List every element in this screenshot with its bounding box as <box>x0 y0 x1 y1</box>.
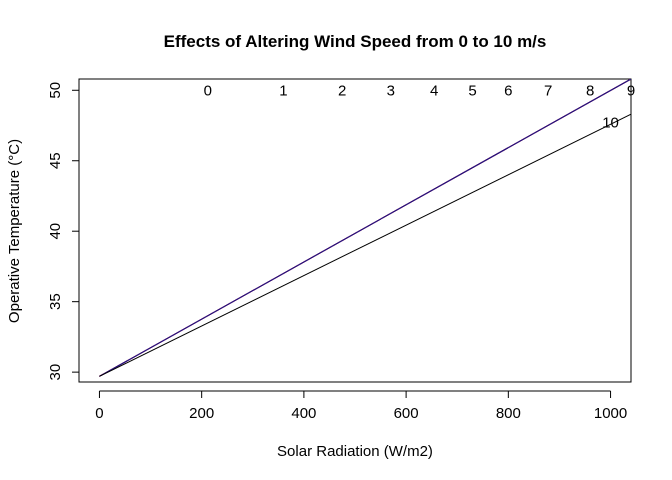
series-label-10: 10 <box>602 115 619 132</box>
series-label-3: 3 <box>387 82 395 99</box>
y-tick-label: 30 <box>47 364 64 381</box>
series-label-7: 7 <box>544 82 552 99</box>
y-tick-label: 45 <box>47 152 64 169</box>
x-axis: 0 200 400 600 800 1000 <box>95 390 627 422</box>
y-tick-label: 50 <box>47 82 64 99</box>
y-axis-label: Operative Temperature (°C) <box>6 139 23 323</box>
series-label-2: 2 <box>338 82 346 99</box>
series-label-1: 1 <box>279 82 287 99</box>
x-axis-label: Solar Radiation (W/m2) <box>277 443 433 460</box>
series-label-9: 9 <box>627 82 635 99</box>
series-label-8: 8 <box>586 82 594 99</box>
series-label-6: 6 <box>504 82 512 99</box>
series-label-0: 0 <box>204 82 212 99</box>
chart-title: Effects of Altering Wind Speed from 0 to… <box>164 32 547 51</box>
x-tick-label: 800 <box>496 405 521 422</box>
plot-area: 0 1 2 3 4 5 6 7 8 9 10 <box>78 78 636 383</box>
x-tick-label: 0 <box>95 405 103 422</box>
series-label-4: 4 <box>430 82 438 99</box>
series-label-5: 5 <box>468 82 476 99</box>
y-axis: 30 35 40 45 50 <box>47 82 80 381</box>
plot-frame <box>78 78 632 383</box>
y-tick-label: 35 <box>47 293 64 310</box>
series-labels: 0 1 2 3 4 5 6 7 8 9 10 <box>204 82 636 131</box>
x-tick-label: 400 <box>291 405 316 422</box>
x-tick-label: 1000 <box>594 405 627 422</box>
y-tick-label: 40 <box>47 223 64 240</box>
series-line-10 <box>99 113 631 377</box>
x-tick-label: 600 <box>394 405 419 422</box>
series-lines <box>99 79 631 377</box>
x-tick-label: 200 <box>189 405 214 422</box>
series-line-9 <box>99 79 631 377</box>
